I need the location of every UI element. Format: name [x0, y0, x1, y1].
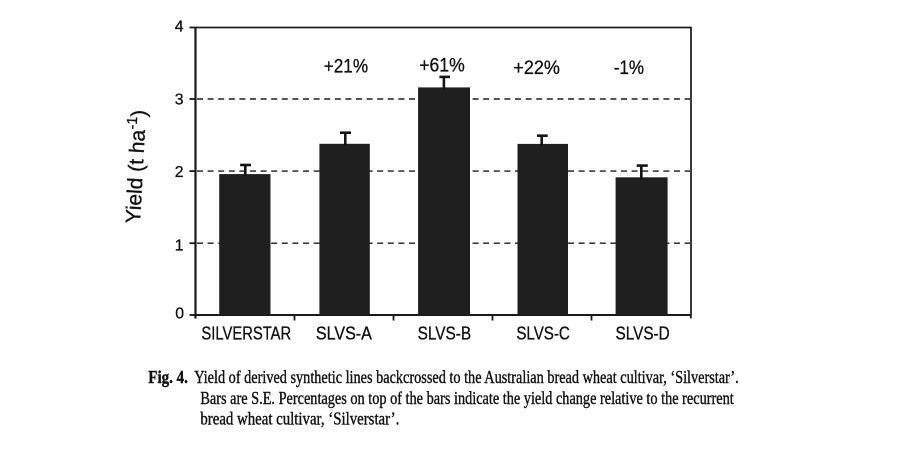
- svg-text:SLVS-D: SLVS-D: [616, 324, 670, 344]
- svg-text:+22%: +22%: [513, 57, 560, 79]
- svg-text:3: 3: [175, 91, 184, 108]
- svg-text:SLVS-B: SLVS-B: [418, 324, 472, 344]
- svg-text:0: 0: [175, 306, 184, 323]
- svg-text:+61%: +61%: [419, 55, 465, 77]
- svg-text:SLVS-A: SLVS-A: [316, 324, 372, 344]
- svg-text:+21%: +21%: [324, 56, 368, 78]
- svg-text:SLVS-C: SLVS-C: [516, 324, 570, 344]
- svg-text:1: 1: [175, 237, 184, 254]
- svg-text:SILVERSTAR: SILVERSTAR: [201, 324, 291, 344]
- svg-text:Fig. 4.: Fig. 4.: [148, 367, 188, 387]
- svg-text:Yield of derived synthetic lin: Yield of derived synthetic lines backcro…: [194, 367, 739, 387]
- svg-text:bread wheat cultivar, ‘Silvers: bread wheat cultivar, ‘Silverstar’.: [200, 409, 399, 429]
- svg-text:Bars are S.E. Percentages on t: Bars are S.E. Percentages on top of the …: [200, 388, 733, 408]
- svg-text:Yield (t ha-1): Yield (t ha-1): [120, 109, 151, 224]
- svg-text:2: 2: [175, 164, 184, 181]
- svg-text:4: 4: [175, 19, 184, 36]
- svg-text:-1%: -1%: [614, 57, 644, 79]
